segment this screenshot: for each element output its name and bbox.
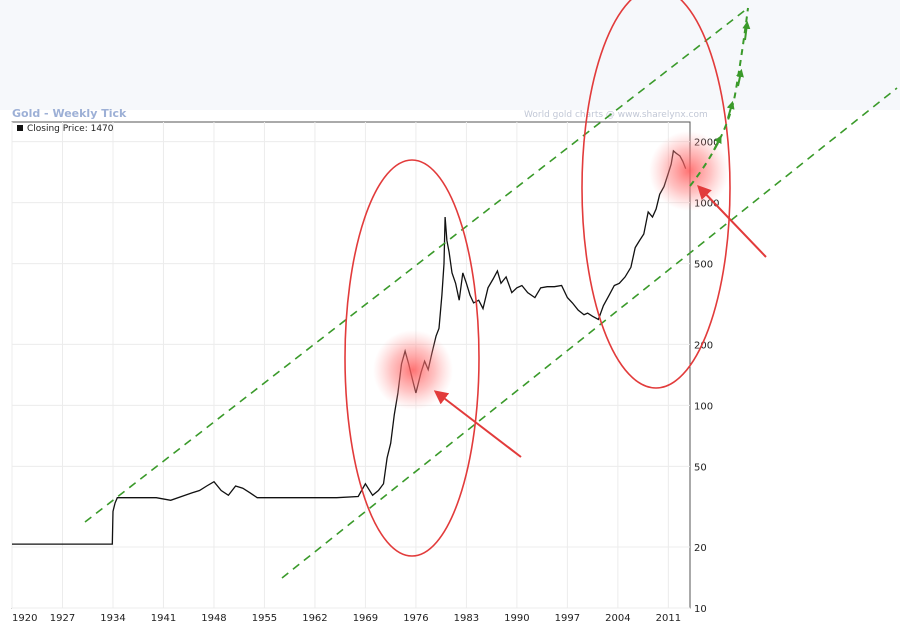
- legend-label: Closing Price: 1470: [27, 124, 114, 134]
- plot-area: [11, 121, 691, 609]
- x-tick-label: 1976: [403, 613, 428, 624]
- projection-arrow-2: [726, 100, 735, 119]
- highlight-ellipse-1970s: [344, 159, 480, 557]
- glow-spot-1970s: [373, 330, 453, 410]
- highlight-ellipse-2000s: [581, 0, 731, 389]
- annotations: [84, 0, 898, 579]
- x-tick-label: 1934: [100, 613, 125, 624]
- lower-trend-line: [281, 87, 898, 579]
- y-tick-label: 50: [694, 462, 707, 473]
- arrow-2010s: [697, 184, 767, 258]
- projection-path: [689, 7, 749, 187]
- legend-swatch: [17, 125, 23, 131]
- y-tick-label: 20: [694, 543, 707, 554]
- chart-source-note: World gold charts @ www.sharelynx.com: [524, 110, 708, 120]
- x-tick-label: 1955: [252, 613, 277, 624]
- x-axis-ticks: 1920 1927 1934 1941 1948 1955 1962 1969 1976 1983…: [12, 613, 681, 624]
- y-tick-label: 10: [694, 604, 707, 615]
- header-band: [0, 0, 900, 110]
- x-tick-label: 1927: [50, 613, 75, 624]
- projection-arrow-4: [742, 20, 751, 41]
- x-tick-label: 1920: [12, 613, 37, 624]
- x-tick-label: 1997: [555, 613, 580, 624]
- gridlines: [11, 122, 690, 609]
- x-tick-label: 1948: [201, 613, 226, 624]
- arrow-1970s: [433, 390, 522, 458]
- x-tick-label: 2004: [605, 613, 630, 624]
- series-line-closing-price: [12, 149, 687, 545]
- y-tick-label: 200: [694, 340, 713, 351]
- x-tick-label: 1969: [353, 613, 378, 624]
- x-tick-label: 1990: [504, 613, 529, 624]
- x-tick-label: 1962: [302, 613, 327, 624]
- x-tick-label: 1941: [151, 613, 176, 624]
- projection-arrow-3: [713, 135, 722, 151]
- x-tick-label: 1983: [454, 613, 479, 624]
- projection-arrow-1: [736, 68, 744, 87]
- y-tick-label: 100: [694, 401, 713, 412]
- chart-source-title: Gold - Weekly Tick: [12, 107, 127, 120]
- y-tick-label: 500: [694, 260, 713, 271]
- x-tick-label: 2011: [656, 613, 681, 624]
